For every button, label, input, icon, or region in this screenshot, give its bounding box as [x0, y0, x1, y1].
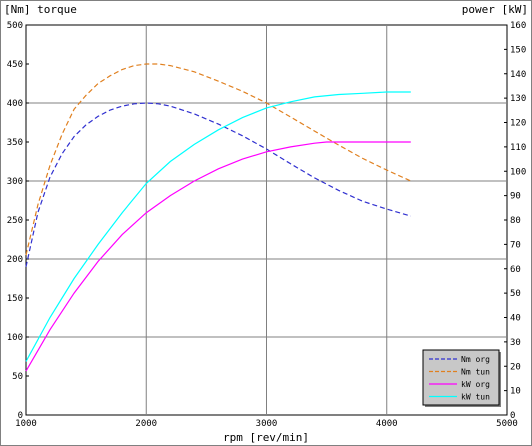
y-tick-label-left: 0	[18, 411, 23, 421]
y-tick-label-right: 160	[510, 21, 526, 31]
y-tick-label-right: 10	[510, 387, 521, 397]
y-tick-label-right: 40	[510, 314, 521, 324]
y-tick-label-left: 250	[7, 216, 23, 226]
right-axis-title: power [kW]	[462, 3, 528, 16]
legend-label: kW tun	[461, 393, 490, 402]
y-tick-label-left: 350	[7, 138, 23, 148]
y-tick-label-left: 400	[7, 99, 23, 109]
legend-label: Nm tun	[461, 368, 490, 377]
y-tick-label-right: 30	[510, 338, 521, 348]
x-tick-label: 1000	[15, 419, 37, 429]
y-tick-label-right: 110	[510, 143, 526, 153]
y-tick-label-right: 120	[510, 119, 526, 129]
legend-label: Nm org	[461, 355, 490, 364]
legend: Nm org Nm tun kW org kW tun	[422, 349, 501, 407]
y-tick-label-right: 20	[510, 362, 521, 372]
y-tick-label-right: 130	[510, 94, 526, 104]
legend-label: kW org	[461, 380, 490, 389]
series-line	[25, 102, 411, 267]
y-tick-label-left: 500	[7, 21, 23, 31]
series-line	[25, 63, 412, 256]
x-tick-label: 3000	[256, 419, 278, 429]
y-tick-label-right: 80	[510, 216, 521, 226]
x-axis-title: rpm [rev/min]	[223, 431, 309, 444]
x-tick-label: 4000	[376, 419, 398, 429]
y-tick-label-left: 300	[7, 177, 23, 187]
x-tick-label: 2000	[135, 419, 157, 429]
left-axis-title: [Nm] torque	[4, 3, 77, 16]
y-tick-label-left: 50	[12, 372, 23, 382]
y-tick-label-right: 50	[510, 289, 521, 299]
series-line	[25, 141, 411, 372]
y-tick-label-left: 100	[7, 333, 23, 343]
y-tick-label-right: 100	[510, 167, 526, 177]
y-tick-label-left: 200	[7, 255, 23, 265]
y-tick-label-right: 0	[510, 411, 515, 421]
y-tick-label-left: 450	[7, 60, 23, 70]
x-tick-label: 5000	[496, 419, 518, 429]
y-tick-label-right: 60	[510, 265, 521, 275]
y-tick-label-right: 150	[510, 45, 526, 55]
y-tick-label-left: 150	[7, 294, 23, 304]
y-tick-label-right: 140	[510, 70, 526, 80]
series-line	[25, 91, 411, 362]
y-tick-label-right: 90	[510, 192, 521, 202]
y-tick-label-right: 70	[510, 240, 521, 250]
